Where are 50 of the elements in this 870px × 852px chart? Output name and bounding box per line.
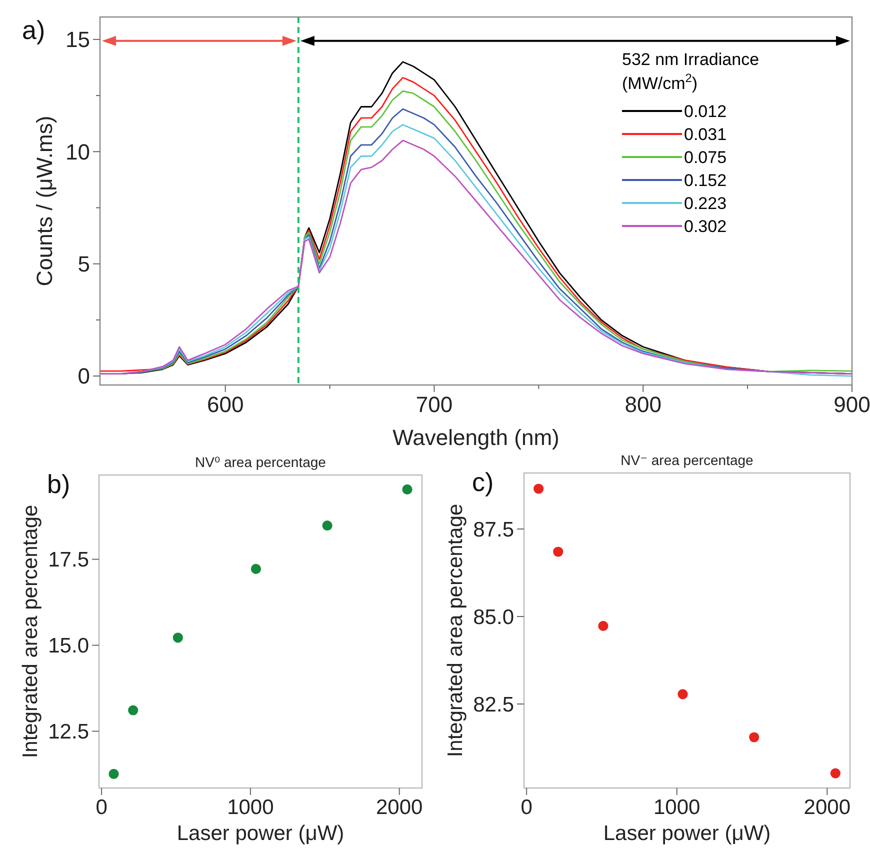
- x-tick-label: 0: [520, 796, 532, 819]
- x-tick-label: 700: [416, 392, 453, 417]
- x-tick-label: 1000: [653, 796, 700, 819]
- y-tick-label: 0: [78, 364, 90, 389]
- y-tick-label: 87.5: [473, 518, 514, 542]
- point: [322, 520, 332, 531]
- text: b): [47, 469, 70, 499]
- point: [108, 768, 119, 779]
- point: [250, 564, 262, 574]
- point: [534, 484, 544, 494]
- x-axis-title: Laser power (μW): [176, 822, 344, 845]
- y-tick-label: 10: [66, 139, 90, 164]
- legend-label: 0.152: [684, 171, 727, 190]
- y-axis-title: Counts / (μW.ms): [32, 116, 57, 286]
- x-axis-title: Wavelength (nm): [392, 425, 560, 450]
- x-tick-label: 1000: [227, 796, 274, 819]
- y-tick-label: 5: [78, 252, 90, 277]
- y-tick-label: 12.5: [48, 720, 89, 744]
- y-tick-label: 82.5: [473, 693, 514, 716]
- point: [598, 620, 608, 631]
- legend-label: 0.223: [684, 194, 727, 213]
- legend-label: 0.031: [684, 125, 727, 144]
- y-tick-label: 85.0: [473, 606, 514, 629]
- y-tick-label: 15.0: [48, 634, 89, 658]
- legend-label: 0.012: [684, 102, 727, 121]
- y-axis-title: Integrated area percentage: [444, 504, 467, 758]
- chart-title: NV⁰ area percentage: [195, 454, 326, 470]
- point: [830, 768, 840, 778]
- point: [128, 705, 138, 716]
- x-tick-label: 2000: [376, 796, 423, 819]
- text: a): [22, 15, 46, 45]
- legend-title: 532 nm Irradiance (MW/cm$^{2}$): [622, 50, 760, 93]
- point: [402, 484, 412, 494]
- x-tick-label: 800: [624, 392, 662, 417]
- y-axis-title: Integrated area percentage: [19, 504, 42, 758]
- point: [172, 632, 183, 643]
- x-tick-label: 2000: [804, 796, 851, 819]
- chart-title: NV⁻ area percentage: [620, 452, 754, 468]
- legend-label: 0.302: [684, 217, 727, 236]
- point: [678, 689, 688, 700]
- point: [553, 546, 564, 557]
- legend-label: 0.075: [684, 148, 727, 167]
- x-tick-label: 900: [834, 392, 870, 417]
- x-tick-label: 0: [96, 796, 108, 819]
- y-tick-label: 17.5: [48, 548, 89, 572]
- point: [749, 732, 760, 742]
- x-axis-title: Laser power (μW): [603, 822, 771, 845]
- y-tick-label: 15: [66, 27, 90, 52]
- text: c): [472, 467, 494, 497]
- x-tick-label: 600: [206, 392, 244, 417]
